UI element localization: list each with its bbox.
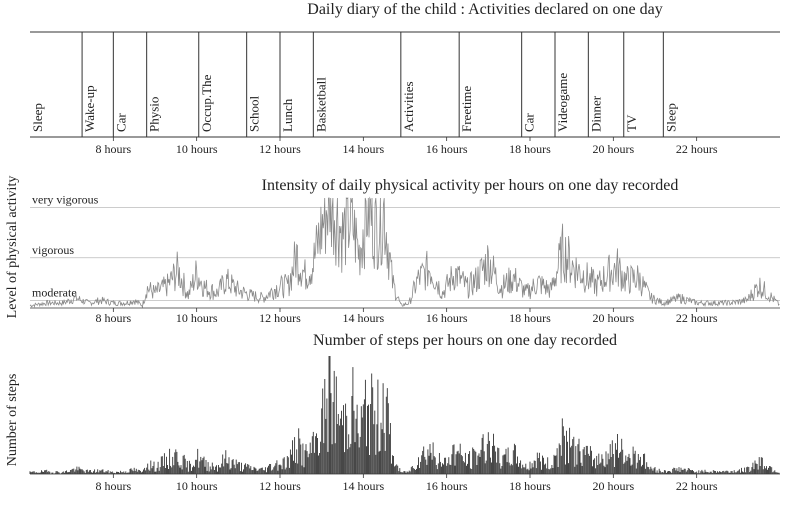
intensity-x-tick-label: 8 hours bbox=[95, 311, 131, 325]
diary-activities: Sleep Wake-up Car Physio Occup.The School Lunc… bbox=[30, 32, 780, 138]
activity-label: Physio bbox=[147, 97, 162, 132]
intensity-x-tick-label: 16 hours bbox=[426, 311, 468, 325]
diary-x-tick-label: 20 hours bbox=[592, 142, 634, 156]
steps-x-axis: 8 hours 10 hours 12 hours 14 hours 16 hours 1… bbox=[95, 474, 718, 493]
steps-x-tick-label: 14 hours bbox=[342, 479, 384, 493]
diary-x-tick-label: 12 hours bbox=[259, 142, 301, 156]
intensity-x-tick-label: 20 hours bbox=[592, 311, 634, 325]
steps-x-tick-label: 12 hours bbox=[259, 479, 301, 493]
activity-label: School bbox=[247, 96, 262, 133]
activity-label: TV bbox=[624, 114, 639, 132]
activity-label: Sleep bbox=[663, 103, 678, 132]
activity-label: Sleep bbox=[30, 103, 45, 132]
intensity-x-tick-label: 22 hours bbox=[676, 311, 718, 325]
activity-label: Dinner bbox=[588, 95, 603, 132]
intensity-title: Intensity of daily physical activity per… bbox=[262, 177, 679, 194]
steps-x-tick-label: 16 hours bbox=[426, 479, 468, 493]
intensity-series-line bbox=[29, 196, 780, 309]
intensity-x-tick-label: 10 hours bbox=[176, 311, 218, 325]
activity-label: Car bbox=[522, 113, 537, 132]
level-label: vigorous bbox=[32, 243, 74, 257]
steps-x-tick-label: 18 hours bbox=[509, 479, 551, 493]
diary-x-axis: 8 hours 10 hours 12 hours 14 hours 16 hours 1… bbox=[95, 137, 718, 156]
diary-x-tick-label: 22 hours bbox=[676, 142, 718, 156]
steps-y-axis-label: Number of steps bbox=[5, 374, 20, 467]
steps-bars bbox=[29, 356, 780, 474]
diary-x-tick-label: 8 hours bbox=[95, 142, 131, 156]
activity-label: Wake-up bbox=[82, 85, 97, 132]
diary-x-tick-label: 16 hours bbox=[426, 142, 468, 156]
steps-x-tick-label: 8 hours bbox=[95, 479, 131, 493]
steps-panel: Number of steps per hours on one day rec… bbox=[5, 332, 780, 493]
intensity-panel: Intensity of daily physical activity per… bbox=[5, 176, 780, 325]
diary-x-tick-label: 10 hours bbox=[176, 142, 218, 156]
activity-label: Basketball bbox=[313, 77, 328, 132]
steps-x-tick-label: 20 hours bbox=[592, 479, 634, 493]
intensity-x-axis: 8 hours 10 hours 12 hours 14 hours 16 hours 1… bbox=[95, 308, 718, 325]
intensity-x-tick-label: 18 hours bbox=[509, 311, 551, 325]
activity-label: Car bbox=[113, 113, 128, 132]
intensity-x-tick-label: 12 hours bbox=[259, 311, 301, 325]
steps-x-tick-label: 22 hours bbox=[676, 479, 718, 493]
level-label: moderate bbox=[32, 285, 77, 299]
activity-label: Freetime bbox=[459, 86, 474, 132]
activity-label: Videogame bbox=[555, 73, 570, 132]
diary-x-tick-label: 14 hours bbox=[342, 142, 384, 156]
diary-title: Daily diary of the child : Activities de… bbox=[307, 1, 662, 18]
intensity-x-tick-label: 14 hours bbox=[342, 311, 384, 325]
steps-title: Number of steps per hours on one day rec… bbox=[313, 332, 617, 349]
intensity-levels: very vigorous vigorous moderate bbox=[30, 193, 780, 301]
diary-panel: Daily diary of the child : Activities de… bbox=[30, 1, 780, 156]
activity-label: Occup.The bbox=[199, 74, 214, 132]
activity-label: Lunch bbox=[280, 98, 295, 132]
intensity-y-axis-label: Level of physical activity bbox=[5, 176, 20, 319]
diary-x-tick-label: 18 hours bbox=[509, 142, 551, 156]
steps-x-tick-label: 10 hours bbox=[176, 479, 218, 493]
level-label: very vigorous bbox=[32, 193, 99, 207]
activity-label: Activities bbox=[401, 81, 416, 132]
